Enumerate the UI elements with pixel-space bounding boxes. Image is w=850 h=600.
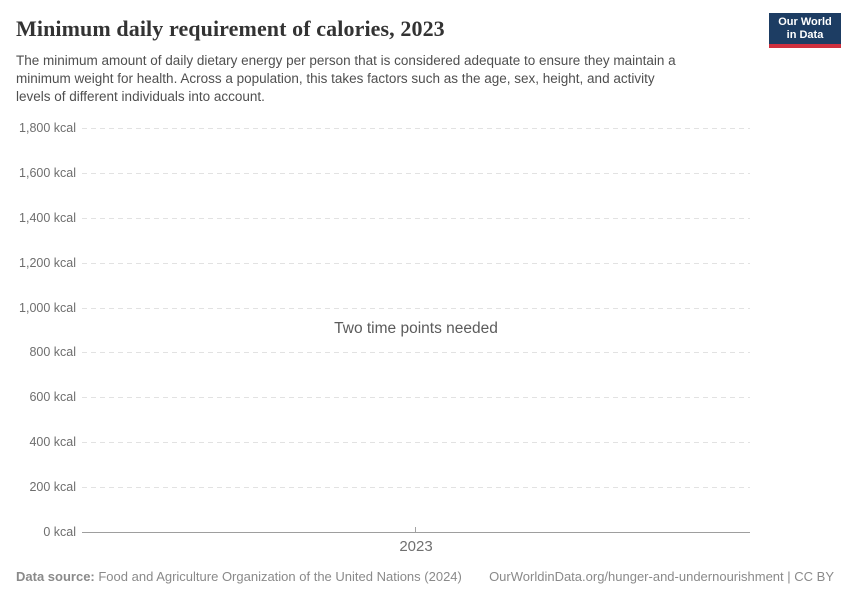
y-axis-tick-label: 600 kcal xyxy=(29,390,76,404)
gridline xyxy=(82,397,750,398)
chart-subtitle-line: minimum weight for health. Across a popu… xyxy=(16,71,655,86)
empty-state-message: Two time points needed xyxy=(334,320,498,337)
y-axis-tick-label: 1,200 kcal xyxy=(19,256,76,270)
chart-footer: Data source: Food and Agriculture Organi… xyxy=(16,569,834,584)
chart-title: Minimum daily requirement of calories, 2… xyxy=(16,16,445,41)
x-axis-line xyxy=(82,532,750,533)
data-source-note: Data source: Food and Agriculture Organi… xyxy=(16,569,462,584)
gridline xyxy=(82,308,750,309)
owid-logo-line1: Our World xyxy=(778,15,832,28)
gridline xyxy=(82,173,750,174)
x-axis-tick-mark xyxy=(415,527,416,532)
license-label: CC BY xyxy=(794,569,834,584)
y-axis-tick-label: 1,000 kcal xyxy=(19,301,76,315)
y-axis-tick-label: 1,600 kcal xyxy=(19,166,76,180)
x-axis-tick-label: 2023 xyxy=(399,538,433,555)
gridline xyxy=(82,352,750,353)
footer-separator: | xyxy=(783,569,795,584)
chart-subtitle-line: levels of different individuals into acc… xyxy=(16,89,265,104)
data-source-label: Data source: xyxy=(16,569,95,584)
gridline xyxy=(82,487,750,488)
y-axis-tick-label: 400 kcal xyxy=(29,435,76,449)
owid-logo-line2: in Data xyxy=(786,28,824,41)
y-axis-tick-label: 1,800 kcal xyxy=(19,121,76,135)
gridline xyxy=(82,218,750,219)
y-axis-tick-label: 1,400 kcal xyxy=(19,211,76,225)
chart-subtitle-line: The minimum amount of daily dietary ener… xyxy=(16,53,676,68)
owid-logo[interactable]: Our World in Data xyxy=(769,13,841,48)
footer-right: OurWorldinData.org/hunger-and-undernouri… xyxy=(489,569,834,584)
data-source-value: Food and Agriculture Organization of the… xyxy=(94,569,462,584)
y-axis-tick-label: 200 kcal xyxy=(29,480,76,494)
gridline xyxy=(82,442,750,443)
y-axis-tick-label: 800 kcal xyxy=(29,345,76,359)
gridline xyxy=(82,128,750,129)
y-axis-tick-label: 0 kcal xyxy=(43,525,76,539)
owid-url-link[interactable]: OurWorldinData.org/hunger-and-undernouri… xyxy=(489,569,784,584)
chart-subtitle: The minimum amount of daily dietary ener… xyxy=(16,52,676,106)
gridline xyxy=(82,263,750,264)
